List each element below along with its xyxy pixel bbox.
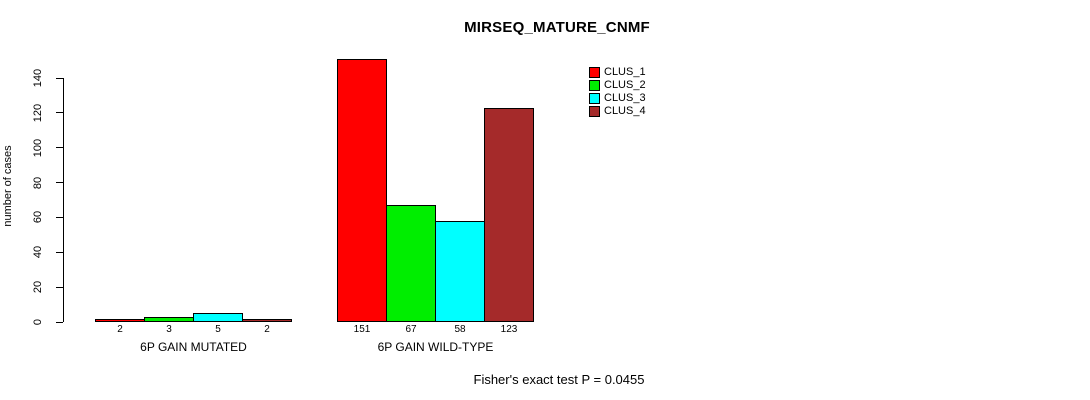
legend-item: CLUS_4 <box>589 105 659 118</box>
bar-clus_3 <box>193 313 243 322</box>
caption: Fisher's exact test P = 0.0455 <box>473 372 645 387</box>
bar-value-label: 2 <box>117 324 123 335</box>
bar-value-label: 123 <box>500 324 518 335</box>
y-tick-mark <box>56 182 63 184</box>
bar-value-label: 67 <box>405 324 417 335</box>
legend-item: CLUS_2 <box>589 79 659 92</box>
legend-swatch-clus_1 <box>589 67 600 78</box>
y-tick-label: 0 <box>32 318 44 326</box>
y-tick-mark <box>56 321 63 323</box>
y-axis-label: number of cases <box>2 145 14 227</box>
y-tick-mark <box>56 112 63 114</box>
bar-clus_2 <box>386 205 436 322</box>
legend-label: CLUS_1 <box>604 66 646 78</box>
y-tick-mark <box>56 216 63 218</box>
y-axis-line <box>63 78 64 322</box>
y-tick-label: 140 <box>32 68 44 88</box>
bar-clus_2 <box>144 317 194 322</box>
bar-clus_1 <box>337 59 387 322</box>
chart-title: MIRSEQ_MATURE_CNMF <box>464 19 650 36</box>
bar-clus_1 <box>95 319 145 322</box>
legend-swatch-clus_4 <box>589 106 600 117</box>
x-category-label: 6P GAIN MUTATED <box>140 340 247 354</box>
y-tick-mark <box>56 77 63 79</box>
y-tick-mark <box>56 251 63 253</box>
bar-value-label: 5 <box>215 324 221 335</box>
y-tick-mark <box>56 147 63 149</box>
y-tick-label: 100 <box>32 138 44 157</box>
bar-clus_4 <box>484 108 534 322</box>
y-tick-label: 40 <box>32 246 44 259</box>
legend-swatch-clus_2 <box>589 80 600 91</box>
bar-value-label: 3 <box>166 324 172 335</box>
bar-value-label: 2 <box>264 324 270 335</box>
legend-label: CLUS_4 <box>604 105 646 117</box>
y-tick-label: 60 <box>32 211 44 224</box>
y-tick-label: 120 <box>32 103 44 123</box>
legend-swatch-clus_3 <box>589 93 600 104</box>
y-tick-label: 80 <box>32 176 44 189</box>
x-category-label: 6P GAIN WILD-TYPE <box>377 340 494 354</box>
bar-clus_4 <box>242 319 292 322</box>
legend-item: CLUS_3 <box>589 92 659 105</box>
y-tick-label: 20 <box>32 281 44 294</box>
legend-item: CLUS_1 <box>589 66 659 79</box>
y-tick-mark <box>56 286 63 288</box>
legend-label: CLUS_2 <box>604 79 646 91</box>
bar-value-label: 58 <box>454 324 466 335</box>
bar-clus_3 <box>435 221 485 322</box>
legend-label: CLUS_3 <box>604 92 646 104</box>
bar-value-label: 151 <box>353 324 371 335</box>
